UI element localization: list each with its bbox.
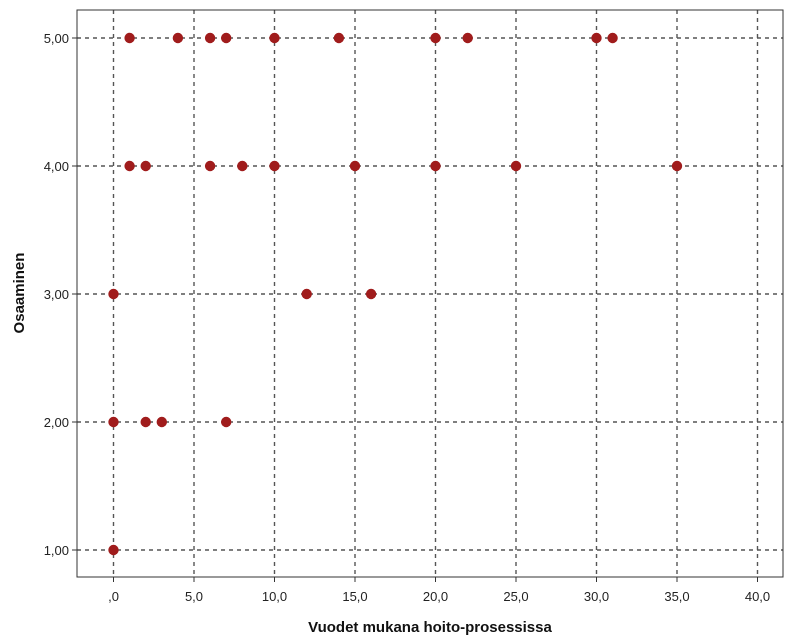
data-point <box>607 32 618 44</box>
y-axis-title: Osaaminen <box>11 253 28 334</box>
data-point <box>269 160 280 172</box>
y-tick-label: 2,00 <box>44 415 69 430</box>
data-point <box>237 160 248 172</box>
axis-ticks: ,0 5,0 10,0 15,0 20,0 25,0 30,0 35,0 40,0 1,00 2,0… <box>44 31 770 604</box>
x-tick-label: 35,0 <box>664 589 689 604</box>
data-point <box>510 160 522 172</box>
data-point <box>349 160 361 172</box>
x-tick-label: 40,0 <box>745 589 770 604</box>
data-point <box>333 32 345 44</box>
y-tick-label: 4,00 <box>44 159 69 174</box>
data-point <box>156 416 167 428</box>
y-tick-label: 5,00 <box>44 31 69 46</box>
data-point <box>124 160 135 172</box>
data-point <box>108 288 119 300</box>
x-tick-label: 5,0 <box>185 589 203 604</box>
x-tick-label: 10,0 <box>262 589 287 604</box>
data-point <box>140 416 151 428</box>
data-point <box>430 32 441 44</box>
x-tick-label: 30,0 <box>584 589 609 604</box>
x-tick-label: ,0 <box>108 589 119 604</box>
data-point <box>269 32 280 44</box>
data-point <box>124 32 135 44</box>
y-tick-label: 1,00 <box>44 543 69 558</box>
data-point <box>591 32 602 44</box>
data-point <box>204 32 216 44</box>
data-point <box>221 32 232 44</box>
x-tick-label: 20,0 <box>423 589 448 604</box>
data-point <box>204 160 216 172</box>
data-point <box>140 160 151 172</box>
x-tick-label: 25,0 <box>503 589 528 604</box>
data-point <box>671 160 683 172</box>
data-point <box>430 160 441 172</box>
data-point <box>221 416 232 428</box>
data-point <box>108 544 119 556</box>
x-axis-title: Vuodet mukana hoito-prosessissa <box>308 619 552 636</box>
data-point <box>365 288 377 300</box>
data-points <box>108 32 683 556</box>
data-point <box>462 32 473 44</box>
x-tick-label: 15,0 <box>342 589 367 604</box>
gridlines <box>77 10 783 577</box>
data-point <box>108 416 119 428</box>
data-point <box>301 288 312 300</box>
data-point <box>172 32 184 44</box>
y-tick-label: 3,00 <box>44 287 69 302</box>
